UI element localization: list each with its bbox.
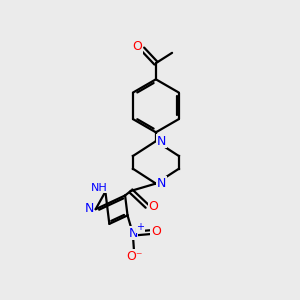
Text: +: +	[136, 222, 144, 232]
Text: N: N	[157, 177, 166, 190]
Text: N: N	[128, 227, 138, 240]
Text: NH: NH	[91, 182, 107, 193]
Text: O: O	[132, 40, 142, 53]
Text: O: O	[151, 224, 161, 238]
Text: O: O	[148, 200, 158, 213]
Text: N: N	[85, 202, 94, 215]
Text: O⁻: O⁻	[126, 250, 143, 263]
Text: N: N	[157, 135, 166, 148]
